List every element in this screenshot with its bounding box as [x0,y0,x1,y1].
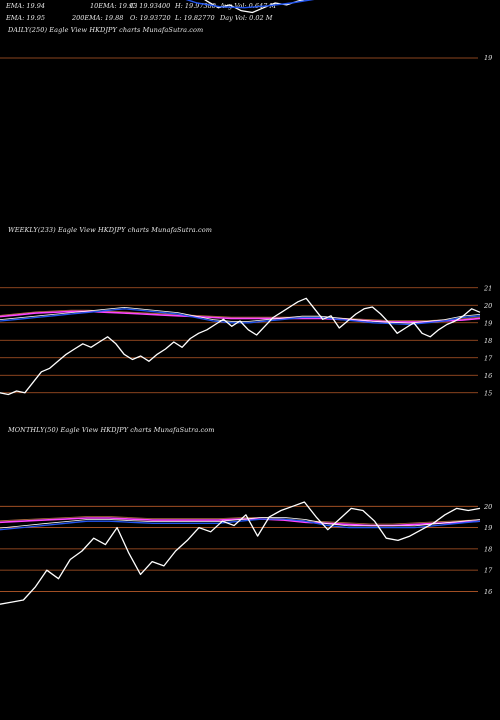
monthly-ytick-20: 20 [483,503,492,511]
header-line1-c: C: 19.93400 [130,2,171,10]
daily-ema-blue [185,0,315,9]
monthly-panel-label: MONTHLY(50) Eagle View HKDJPY charts Mun… [8,426,215,434]
header-line1-a: EMA: 19.94 [6,2,45,10]
daily-ytick-19: 19 [484,54,492,62]
daily-panel-label: DAILY(250) Eagle View HKDJPY charts Muna… [8,26,204,34]
monthly-ytick-17: 17 [484,567,493,575]
header-line1-d: H: 19.97380 [175,2,216,10]
monthly-ema-blue [0,518,481,531]
weekly-ytick-19: 19 [484,319,492,327]
header-line1-e: Avg Vol: 0.647 M [220,2,277,10]
header-line2-d: L: 19.82770 [175,14,215,22]
weekly-ema-brown [0,309,481,322]
header-line1-b: 10EMA: 19.93 [90,2,138,10]
weekly-ytick-17: 17 [484,354,493,362]
weekly-price-line [0,297,481,396]
monthly-ytick-16: 16 [484,588,492,596]
header-line2-a: EMA: 19.95 [6,14,45,22]
daily-price-line [204,0,306,14]
weekly-ema-blue [0,308,481,326]
header-line2-e: Day Vol: 0.02 M [220,14,273,22]
weekly-ytick-20: 20 [483,302,492,310]
weekly-ytick-18: 18 [484,337,492,345]
header-line2-b: 200EMA: 19.88 [72,14,124,22]
weekly-panel-label: WEEKLY(233) Eagle View HKDJPY charts Mun… [8,226,212,234]
monthly-ytick-19: 19 [484,524,492,532]
weekly-ytick-16: 16 [484,372,492,380]
monthly-ytick-18: 18 [484,545,492,553]
weekly-ytick-15: 15 [484,389,492,397]
monthly-price-line [0,501,481,605]
weekly-ytick-21: 21 [483,284,492,292]
header-line2-c: O: 19.93720 [130,14,171,22]
monthly-ema-brown [0,516,481,525]
